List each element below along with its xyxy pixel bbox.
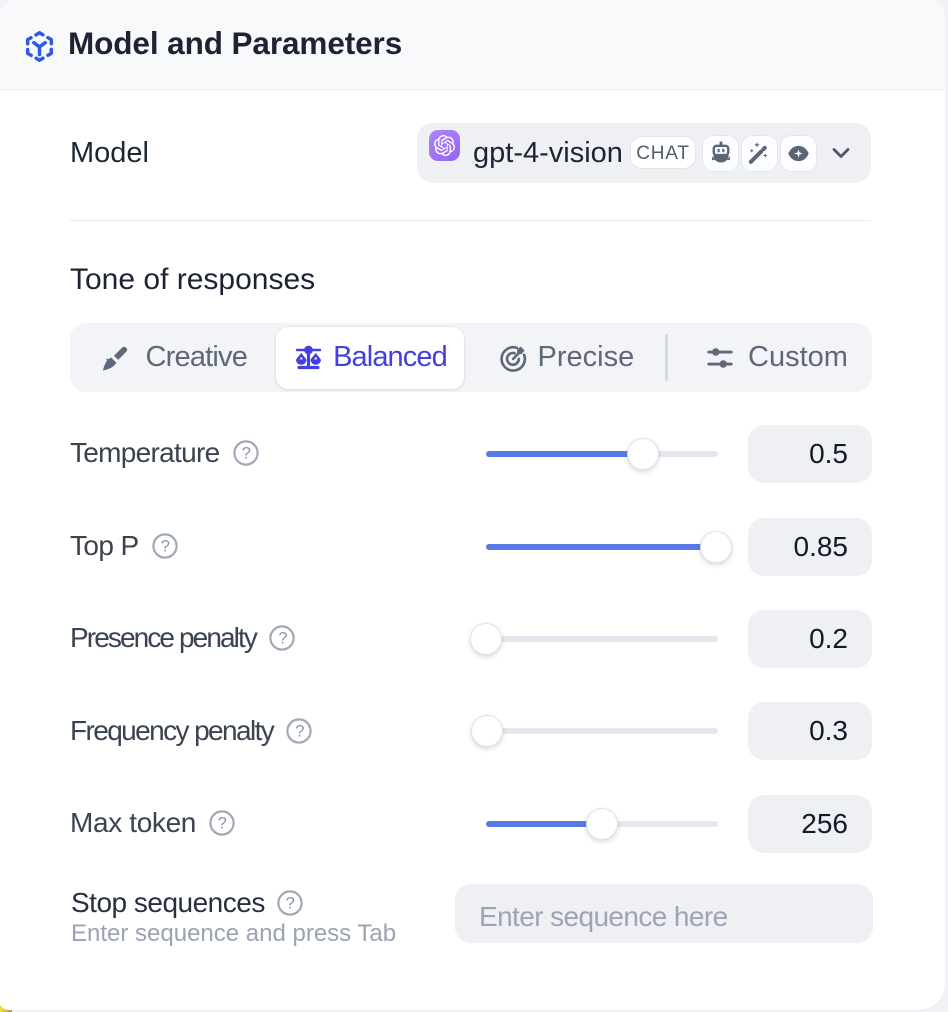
svg-text:?: ? <box>218 815 227 833</box>
svg-text:?: ? <box>295 723 304 741</box>
svg-text:?: ? <box>241 445 250 463</box>
svg-text:?: ? <box>160 538 169 556</box>
svg-text:?: ? <box>278 630 287 648</box>
svg-text:?: ? <box>285 895 294 913</box>
